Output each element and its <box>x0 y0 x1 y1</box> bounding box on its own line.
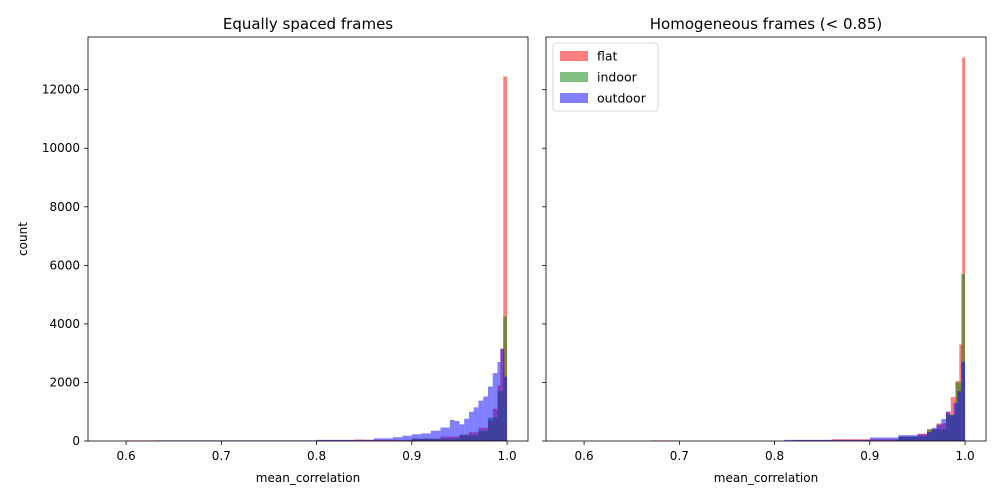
bar-outdoor-13 <box>468 411 474 441</box>
y-axis-label: count <box>16 222 30 256</box>
bar-outdoor-11 <box>459 424 465 441</box>
axes-frame <box>87 36 529 442</box>
plots: 0.6 0.7 0.8 0.9 1.0 0 2000 4000 6000 8000 10000 120… <box>16 15 987 485</box>
legend-swatch-indoor <box>560 72 588 82</box>
chart-panel-1: 0.6 0.7 0.8 0.9 1.0 0 2000 4000 6000 8000 10000 120… <box>16 15 529 485</box>
chart-title: Equally spaced frames <box>223 15 393 33</box>
bar-outdoor-0 <box>784 439 870 441</box>
series-outdoor <box>154 348 508 441</box>
x-tick-label: 1.0 <box>956 449 975 463</box>
bar-outdoor-3 <box>917 434 927 441</box>
x-tick-label: 0.9 <box>402 449 421 463</box>
x-tick-label: 0.7 <box>670 449 689 463</box>
bar-outdoor-9 <box>949 415 954 441</box>
x-tick-label: 0.6 <box>117 449 136 463</box>
bar-outdoor-5 <box>411 434 422 441</box>
chart-title: Homogeneous frames (< 0.85) <box>650 15 883 33</box>
bar-outdoor-9 <box>449 419 455 441</box>
bar-outdoor-21 <box>504 376 508 441</box>
bar-outdoor-18 <box>492 373 498 441</box>
bar-outdoor-15 <box>478 400 484 441</box>
bar-flat-11 <box>962 57 966 442</box>
bar-outdoor-4 <box>402 435 412 441</box>
y-tick-label: 8000 <box>49 200 80 214</box>
bar-flat-15 <box>503 76 508 442</box>
bar-outdoor-4 <box>926 432 932 441</box>
x-tick-label: 1.0 <box>498 449 517 463</box>
bar-outdoor-6 <box>421 433 431 441</box>
bar-outdoor-8 <box>440 427 450 441</box>
bar-outdoor-1 <box>316 439 374 441</box>
bar-indoor-4 <box>961 274 966 441</box>
series-outdoor <box>784 361 966 441</box>
legend-label-flat: flat <box>597 49 618 64</box>
y-tick-label: 0 <box>72 434 80 448</box>
bar-outdoor-5 <box>931 427 937 441</box>
axes-frame <box>545 36 987 442</box>
bar-outdoor-2 <box>898 435 918 441</box>
bar-outdoor-16 <box>483 396 488 441</box>
bar-indoor-1 <box>926 429 946 441</box>
x-axis-label: mean_correlation <box>256 471 360 485</box>
x-axis-label: mean_correlation <box>714 471 818 485</box>
bar-outdoor-10 <box>454 421 460 441</box>
bar-outdoor-3 <box>392 437 403 441</box>
y-tick-label: 10000 <box>42 141 80 155</box>
bar-outdoor-8 <box>946 411 950 441</box>
y-tick-label: 12000 <box>42 83 80 97</box>
bar-outdoor-14 <box>473 407 479 441</box>
bar-outdoor-6 <box>936 424 942 441</box>
x-tick-label: 0.8 <box>765 449 784 463</box>
x-tick-label: 0.9 <box>860 449 879 463</box>
y-tick-label: 4000 <box>49 317 80 331</box>
bar-outdoor-10 <box>953 402 958 441</box>
legend: flat indoor outdoor <box>552 42 659 112</box>
bar-outdoor-2 <box>373 438 393 441</box>
chart-panel-2: 0.6 0.7 0.8 0.9 1.0 Homogeneous frames (< 0.8… <box>542 15 987 485</box>
bar-outdoor-12 <box>464 418 469 441</box>
legend-label-indoor: indoor <box>597 70 638 85</box>
bar-outdoor-19 <box>497 361 501 441</box>
legend-label-outdoor: outdoor <box>597 91 647 106</box>
x-tick-label: 0.8 <box>307 449 326 463</box>
bar-outdoor-1 <box>869 437 899 441</box>
bar-outdoor-12 <box>961 361 966 441</box>
bar-outdoor-11 <box>957 391 962 441</box>
x-tick-label: 0.7 <box>212 449 231 463</box>
legend-swatch-flat <box>560 51 588 61</box>
legend-swatch-outdoor <box>560 93 588 103</box>
bar-outdoor-20 <box>500 348 505 441</box>
y-tick-label: 6000 <box>49 258 80 272</box>
y-tick-label: 2000 <box>49 375 80 389</box>
bar-outdoor-7 <box>941 419 946 441</box>
x-tick-label: 0.6 <box>575 449 594 463</box>
bar-outdoor-7 <box>430 430 441 441</box>
bar-outdoor-17 <box>488 386 493 441</box>
